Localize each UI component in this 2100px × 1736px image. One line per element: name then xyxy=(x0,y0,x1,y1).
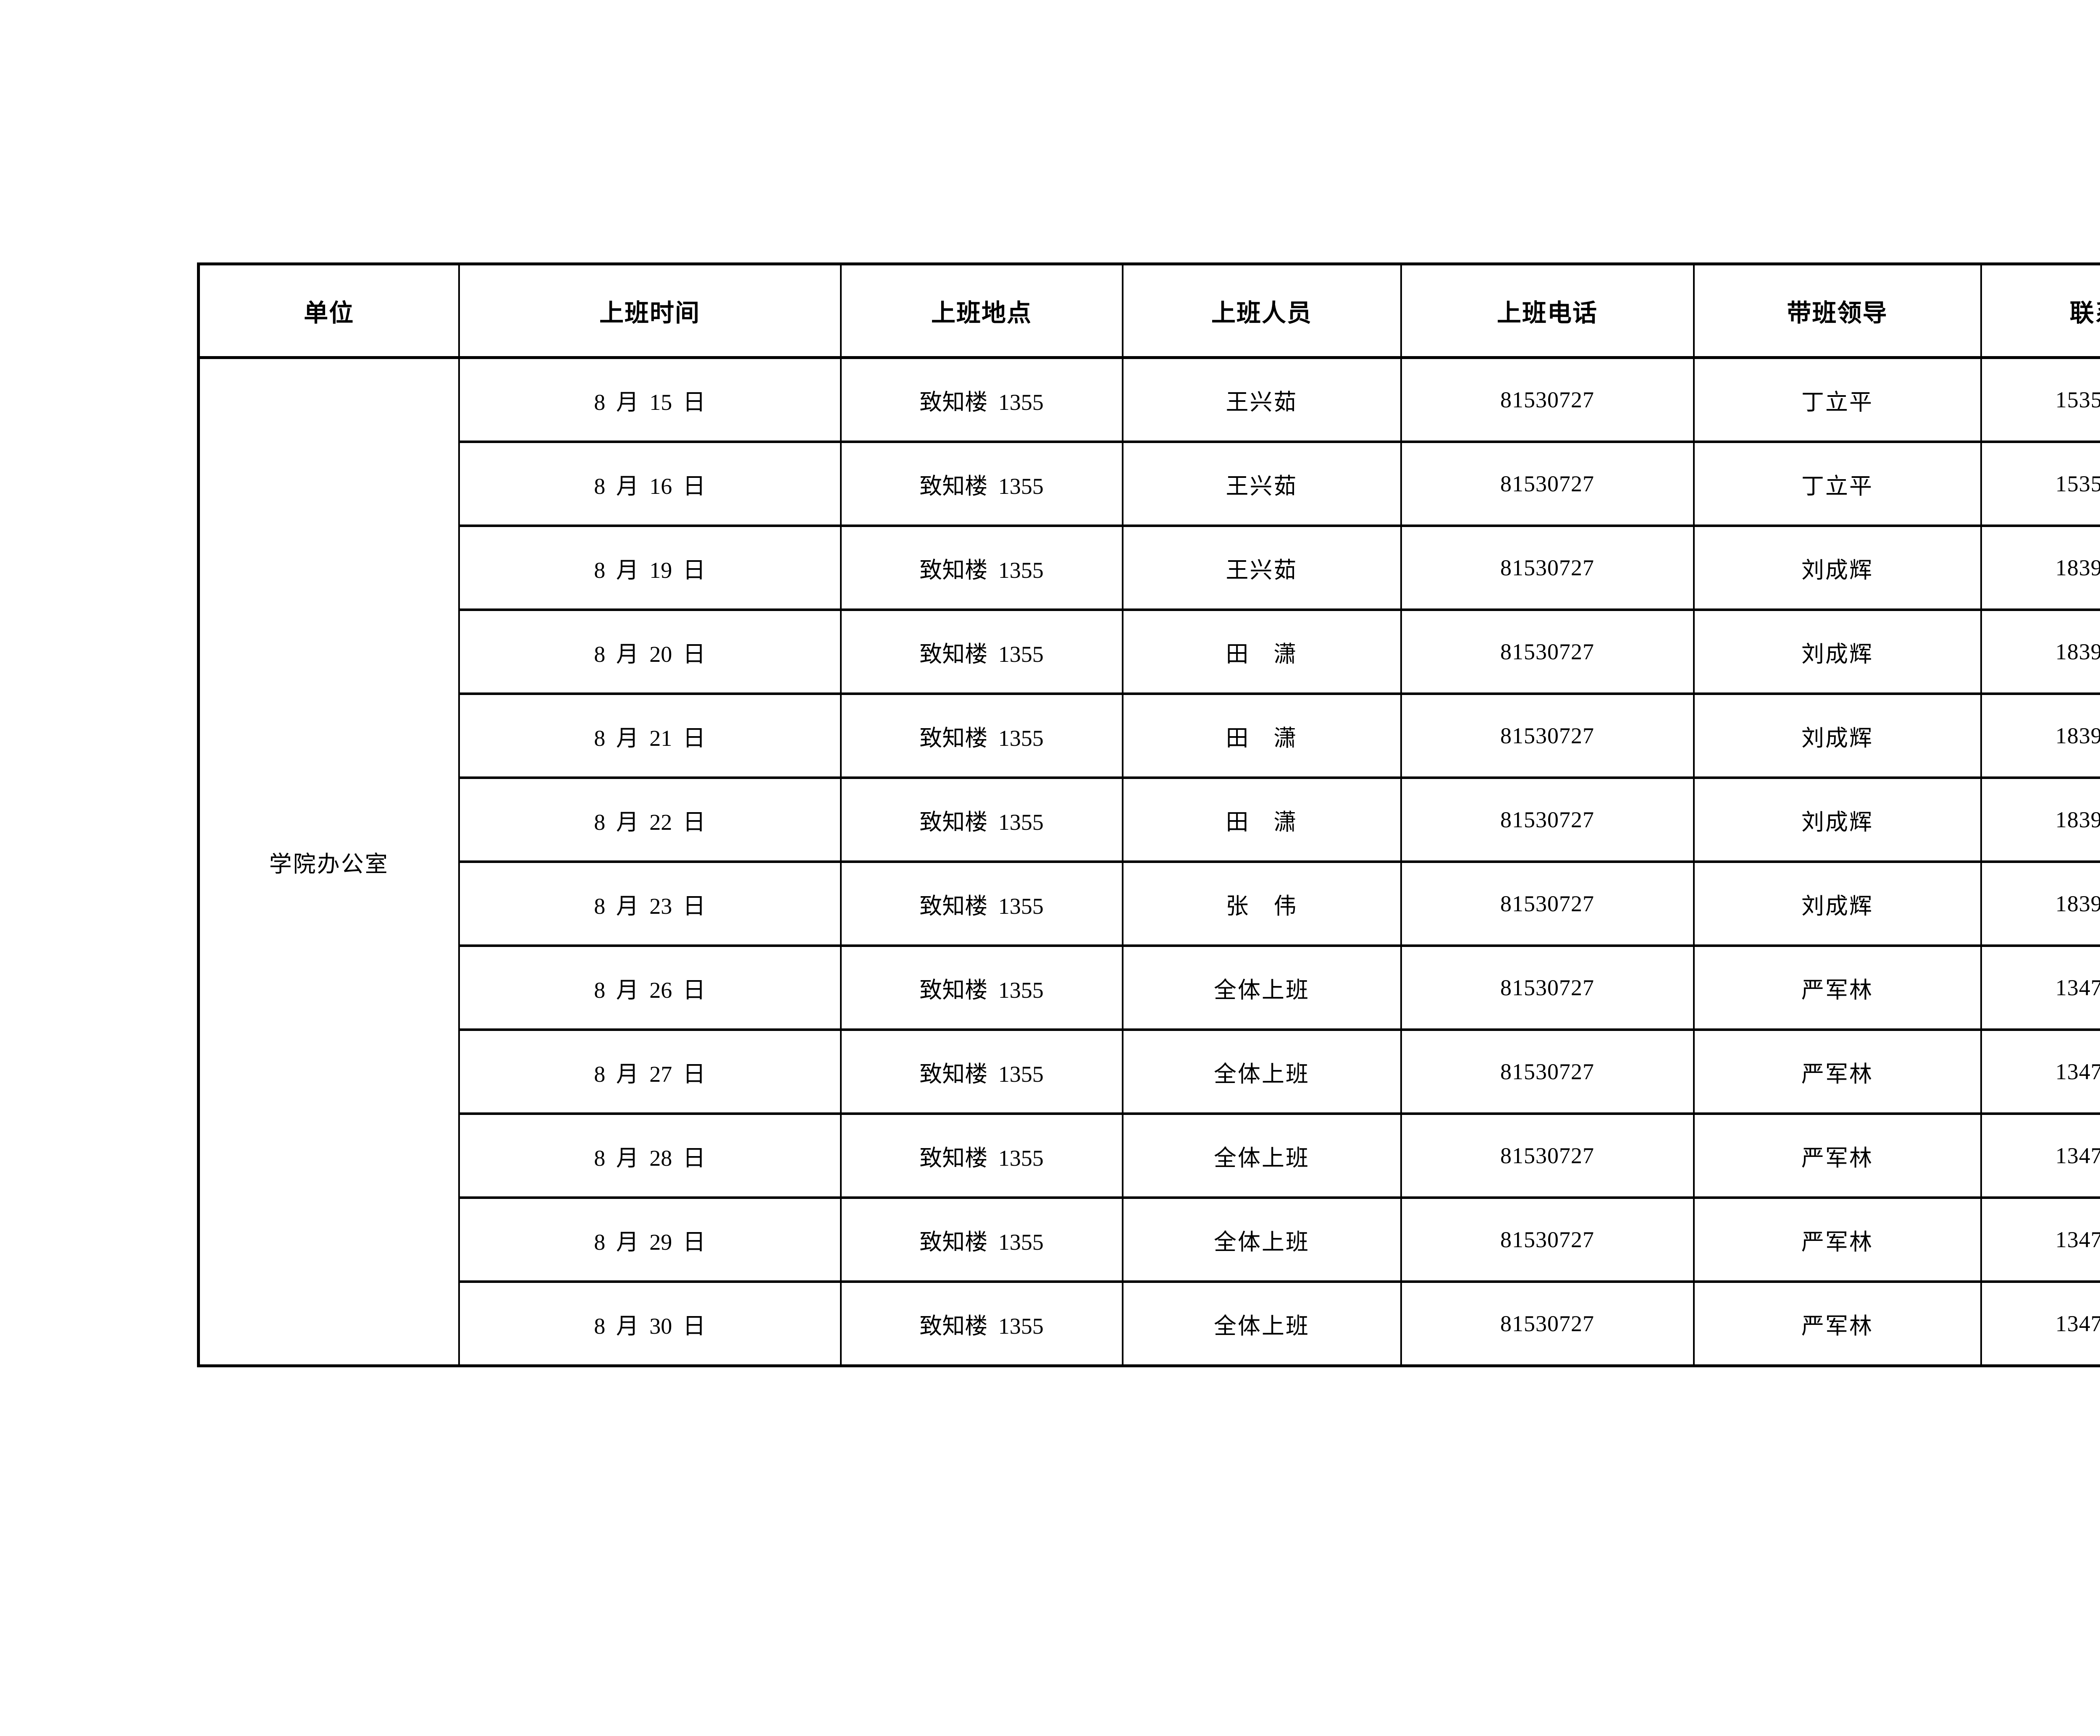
phone-cell: 81530727 xyxy=(1400,1112,1695,1199)
phone-cell: 81530727 xyxy=(1400,1280,1695,1367)
phone-cell: 81530727 xyxy=(1400,776,1695,863)
staff-cell: 田 潇 xyxy=(1121,608,1402,695)
date-cell: 8 月 30 日 xyxy=(458,1280,842,1367)
staff-cell: 全体上班 xyxy=(1121,1028,1402,1115)
leader-cell: 刘成辉 xyxy=(1693,776,1982,863)
date-cell: 8 月 19 日 xyxy=(458,524,842,611)
leader-cell: 刘成辉 xyxy=(1693,608,1982,695)
location-cell: 致知楼 1355 xyxy=(840,524,1124,611)
date-cell: 8 月 22 日 xyxy=(458,776,842,863)
date-cell: 8 月 23 日 xyxy=(458,860,842,947)
location-cell: 致知楼 1355 xyxy=(840,944,1124,1031)
contact-cell: 18392107176 xyxy=(1980,776,2100,863)
header-cell-location: 上班地点 xyxy=(840,262,1124,359)
date-cell: 8 月 29 日 xyxy=(458,1196,842,1283)
location-cell: 致知楼 1355 xyxy=(840,692,1124,779)
duty-schedule-table: 单位 上班时间 上班地点 上班人员 上班电话 带班领导 联系方式 学院办公室 8… xyxy=(197,262,2100,1367)
staff-cell: 全体上班 xyxy=(1121,1112,1402,1199)
table-row: 8 月 26 日 致知楼 1355 全体上班 81530727 严军林 1347… xyxy=(199,944,2100,1031)
unit-cell: 学院办公室 xyxy=(197,356,460,1367)
header-cell-contact: 联系方式 xyxy=(1980,262,2100,359)
phone-cell: 81530727 xyxy=(1400,860,1695,947)
phone-cell: 81530727 xyxy=(1400,441,1695,527)
header-row: 单位 上班时间 上班地点 上班人员 上班电话 带班领导 联系方式 xyxy=(197,262,2100,359)
table-row: 学院办公室 8 月 15 日 致知楼 1355 王兴茹 81530727 丁立平… xyxy=(197,356,2100,1367)
header-cell-phone: 上班电话 xyxy=(1400,262,1695,359)
location-cell: 致知楼 1355 xyxy=(840,1280,1124,1367)
date-cell: 8 月 15 日 xyxy=(458,356,842,443)
contact-cell: 13474173586 xyxy=(1980,1112,2100,1199)
phone-cell: 81530727 xyxy=(1400,356,1695,443)
phone-cell: 81530727 xyxy=(1400,1196,1695,1283)
table-row: 8 月 19 日 致知楼 1355 王兴茹 81530727 刘成辉 18392… xyxy=(199,524,2100,611)
phone-cell: 81530727 xyxy=(1400,524,1695,611)
table-row: 8 月 22 日 致知楼 1355 田 潇 81530727 刘成辉 18392… xyxy=(199,776,2100,863)
location-cell: 致知楼 1355 xyxy=(840,441,1124,527)
contact-cell: 13474173586 xyxy=(1980,1280,2100,1367)
leader-cell: 刘成辉 xyxy=(1693,860,1982,947)
location-cell: 致知楼 1355 xyxy=(840,776,1124,863)
contact-cell: 15353623768 xyxy=(1980,356,2100,443)
staff-cell: 田 潇 xyxy=(1121,776,1402,863)
date-cell: 8 月 20 日 xyxy=(458,608,842,695)
leader-cell: 严军林 xyxy=(1693,1112,1982,1199)
staff-cell: 全体上班 xyxy=(1121,1280,1402,1367)
header-cell-leader: 带班领导 xyxy=(1693,262,1982,359)
staff-cell: 王兴茹 xyxy=(1121,441,1402,527)
header-cell-time: 上班时间 xyxy=(458,262,842,359)
contact-cell: 13474173586 xyxy=(1980,1196,2100,1283)
staff-cell: 张 伟 xyxy=(1121,860,1402,947)
staff-cell: 王兴茹 xyxy=(1121,356,1402,443)
header-cell-staff: 上班人员 xyxy=(1121,262,1402,359)
leader-cell: 丁立平 xyxy=(1693,356,1982,443)
date-cell: 8 月 26 日 xyxy=(458,944,842,1031)
staff-cell: 全体上班 xyxy=(1121,944,1402,1031)
phone-cell: 81530727 xyxy=(1400,692,1695,779)
date-cell: 8 月 16 日 xyxy=(458,441,842,527)
contact-cell: 18392107176 xyxy=(1980,860,2100,947)
location-cell: 致知楼 1355 xyxy=(840,1028,1124,1115)
contact-cell: 13474173586 xyxy=(1980,944,2100,1031)
phone-cell: 81530727 xyxy=(1400,1028,1695,1115)
contact-cell: 18392107176 xyxy=(1980,524,2100,611)
leader-cell: 严军林 xyxy=(1693,1196,1982,1283)
date-cell: 8 月 21 日 xyxy=(458,692,842,779)
leader-cell: 刘成辉 xyxy=(1693,524,1982,611)
date-cell: 8 月 28 日 xyxy=(458,1112,842,1199)
staff-cell: 田 潇 xyxy=(1121,692,1402,779)
table-row: 8 月 29 日 致知楼 1355 全体上班 81530727 严军林 1347… xyxy=(199,1196,2100,1283)
header-cell-unit: 单位 xyxy=(197,262,460,359)
table-row: 8 月 20 日 致知楼 1355 田 潇 81530727 刘成辉 18392… xyxy=(199,608,2100,695)
contact-cell: 18392107176 xyxy=(1980,692,2100,779)
location-cell: 致知楼 1355 xyxy=(840,608,1124,695)
staff-cell: 全体上班 xyxy=(1121,1196,1402,1283)
phone-cell: 81530727 xyxy=(1400,944,1695,1031)
phone-cell: 81530727 xyxy=(1400,608,1695,695)
leader-cell: 严军林 xyxy=(1693,1028,1982,1115)
leader-cell: 严军林 xyxy=(1693,944,1982,1031)
staff-cell: 王兴茹 xyxy=(1121,524,1402,611)
leader-cell: 刘成辉 xyxy=(1693,692,1982,779)
table-row: 8 月 28 日 致知楼 1355 全体上班 81530727 严军林 1347… xyxy=(199,1112,2100,1199)
location-cell: 致知楼 1355 xyxy=(840,860,1124,947)
table-row: 8 月 23 日 致知楼 1355 张 伟 81530727 刘成辉 18392… xyxy=(199,860,2100,947)
table-row: 8 月 27 日 致知楼 1355 全体上班 81530727 严军林 1347… xyxy=(199,1028,2100,1115)
table-row: 8 月 16 日 致知楼 1355 王兴茹 81530727 丁立平 15353… xyxy=(199,441,2100,527)
contact-cell: 18392107176 xyxy=(1980,608,2100,695)
leader-cell: 严军林 xyxy=(1693,1280,1982,1367)
location-cell: 致知楼 1355 xyxy=(840,1196,1124,1283)
table-row: 8 月 21 日 致知楼 1355 田 潇 81530727 刘成辉 18392… xyxy=(199,692,2100,779)
contact-cell: 13474173586 xyxy=(1980,1028,2100,1115)
leader-cell: 丁立平 xyxy=(1693,441,1982,527)
contact-cell: 15353623768 xyxy=(1980,441,2100,527)
location-cell: 致知楼 1355 xyxy=(840,356,1124,443)
table-row: 8 月 30 日 致知楼 1355 全体上班 81530727 严军林 1347… xyxy=(199,1280,2100,1367)
location-cell: 致知楼 1355 xyxy=(840,1112,1124,1199)
date-cell: 8 月 27 日 xyxy=(458,1028,842,1115)
